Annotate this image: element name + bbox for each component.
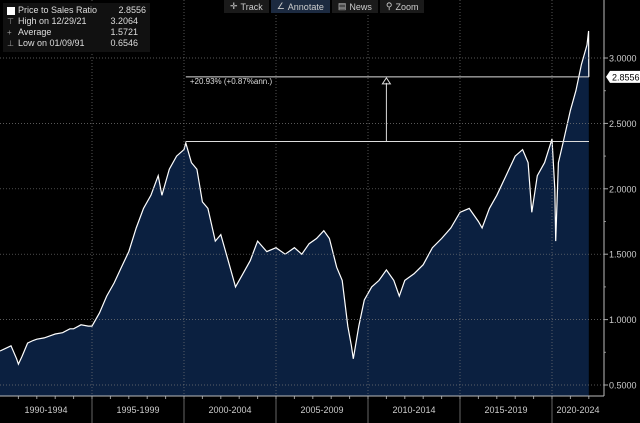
legend-high: ⊤ High on 12/29/21 3.2064 (7, 16, 138, 26)
average-marker-icon: + (7, 28, 12, 37)
legend-average: + Average 1.5721 (7, 27, 138, 37)
zoom-button[interactable]: ⚲ Zoom (379, 0, 425, 13)
series-area (0, 31, 589, 396)
x-tick-label: 2015-2019 (484, 405, 527, 415)
high-marker-icon: ⊤ (7, 17, 14, 26)
series-swatch-icon (7, 6, 15, 15)
low-marker-icon: ⊥ (7, 39, 14, 48)
news-icon: ▤ (337, 1, 347, 11)
y-tick-label: 0.5000 (609, 381, 637, 391)
x-tick-label: 1990-1994 (24, 405, 67, 415)
legend: Price to Sales Ratio 2.8556 ⊤ High on 12/2… (3, 3, 150, 52)
legend-low: ⊥ Low on 01/09/91 0.6546 (7, 38, 138, 48)
x-tick-label: 2000-2004 (208, 405, 251, 415)
y-tick-label: 2.0000 (609, 184, 637, 194)
track-button[interactable]: ✛ Track (224, 0, 269, 13)
y-tick-label: 3.0000 (609, 54, 637, 64)
x-tick-label: 2005-2009 (300, 405, 343, 415)
last-value-tag (606, 70, 640, 83)
chart-toolbar: ✛ Track ∠ Annotate ▤ News ⚲ Zoom (224, 0, 425, 13)
magnifier-icon: ⚲ (385, 1, 393, 11)
annotation-arrow-icon (381, 76, 392, 85)
annotate-button[interactable]: ∠ Annotate (270, 0, 330, 13)
annotation-label: +20.93% (+0.87%ann.) (190, 77, 273, 86)
x-tick-label: 2020-2024 (556, 405, 599, 415)
crosshair-icon: ✛ (230, 1, 238, 11)
y-tick-label: 1.0000 (609, 315, 637, 325)
pencil-icon: ∠ (276, 1, 285, 11)
legend-series[interactable]: Price to Sales Ratio 2.8556 (7, 5, 146, 16)
x-tick-label: 2010-2014 (392, 405, 435, 415)
last-value-label: 2.8556 (612, 72, 640, 82)
y-tick-label: 2.5000 (609, 119, 637, 129)
y-tick-label: 1.5000 (609, 250, 637, 260)
x-tick-label: 1995-1999 (116, 405, 159, 415)
news-button[interactable]: ▤ News (331, 0, 378, 13)
series-line (0, 30, 590, 366)
